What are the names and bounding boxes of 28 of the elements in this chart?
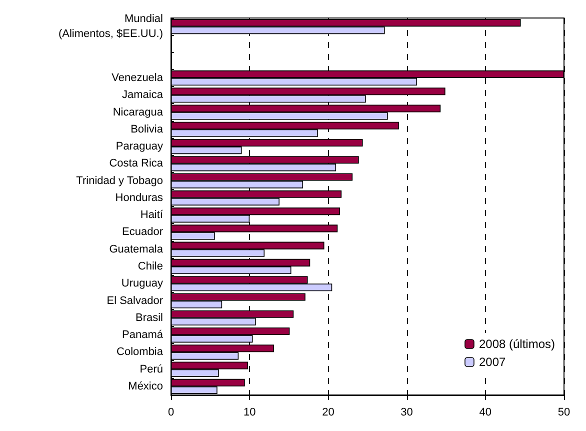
y-tick-label: Perú [140, 363, 163, 376]
x-tick-label: 40 [479, 406, 492, 418]
y-tick-label: El Salvador [106, 294, 164, 307]
x-tick-label: 20 [322, 406, 334, 418]
x-tick-label: 0 [168, 406, 174, 418]
y-tick-label: Paraguay [116, 140, 164, 153]
y-tick-label: Honduras [115, 192, 164, 204]
y-tick-label: Costa Rica [109, 158, 164, 170]
x-tick-label: 30 [400, 406, 413, 418]
y-tick-label: Chile [138, 260, 163, 272]
y-tick-label: Trinidad y Tobago [76, 174, 163, 187]
y-tick-label: Venezuela [112, 72, 164, 84]
y-tick-label: Haití [140, 209, 164, 222]
y-tick-label: Brasil [135, 312, 163, 324]
y-tick-label: Nicaragua [112, 106, 164, 118]
y-tick-label: Jamaica [122, 89, 164, 102]
x-tick-label: 50 [558, 406, 570, 418]
y-tick-label: Panamá [122, 329, 164, 342]
legend-label: 2007 [478, 355, 506, 369]
y-tick-label: Mundial (Alimentos, $EE.UU.) [58, 13, 163, 40]
x-tick-label: 10 [243, 406, 256, 418]
y-tick-label: México [128, 380, 163, 392]
y-tick-label: Guatemala [109, 243, 164, 256]
legend-label: 2008 (últimos) [478, 337, 556, 351]
y-tick-label: Ecuador [122, 226, 164, 238]
y-tick-label: Uruguay [121, 278, 164, 290]
y-tick-label: Colombia [116, 346, 164, 358]
y-tick-label: Bolivia [130, 123, 164, 136]
